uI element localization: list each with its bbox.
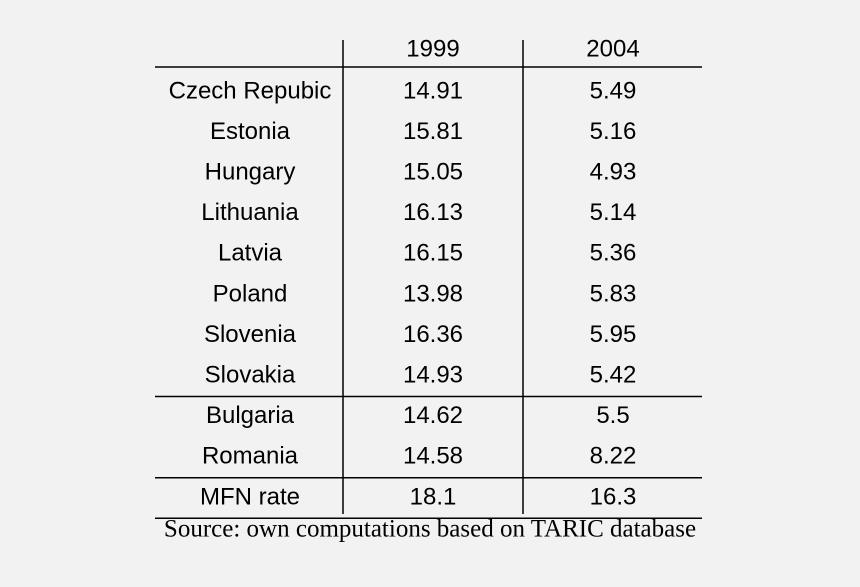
row-label: Estonia [210,118,291,145]
cell-value: 14.91 [403,77,463,104]
cell-value: 8.22 [590,443,637,470]
column-header: 2004 [586,35,639,62]
row-label: Romania [202,443,299,470]
cell-value: 15.81 [403,118,463,145]
cell-value: 16.13 [403,199,463,226]
source-note: Source: own computations based on TARIC … [164,516,696,543]
cell-value: 5.5 [596,402,629,429]
cell-value: 5.36 [590,240,637,267]
column-header: 1999 [406,35,459,62]
row-label: Hungary [205,159,296,186]
cell-value: 16.3 [590,483,637,510]
cell-value: 5.16 [590,118,637,145]
cell-value: 5.83 [590,280,637,307]
row-label: Slovenia [204,321,297,348]
cell-value: 5.49 [590,77,637,104]
cell-value: 15.05 [403,159,463,186]
row-label: Slovakia [205,362,296,389]
cell-value: 5.95 [590,321,637,348]
cell-value: 18.1 [410,483,457,510]
cell-value: 5.42 [590,362,637,389]
cell-value: 4.93 [590,159,637,186]
cell-value: 14.58 [403,443,463,470]
cell-value: 14.93 [403,362,463,389]
cell-value: 16.15 [403,240,463,267]
cell-value: 14.62 [403,402,463,429]
row-label: MFN rate [200,483,300,510]
row-label: Bulgaria [206,402,295,429]
cell-value: 5.14 [590,199,637,226]
row-label: Lithuania [201,199,299,226]
row-label: Czech Repubic [169,77,332,104]
cell-value: 13.98 [403,280,463,307]
cell-value: 16.36 [403,321,463,348]
row-label: Latvia [218,240,283,267]
row-label: Poland [213,280,288,307]
